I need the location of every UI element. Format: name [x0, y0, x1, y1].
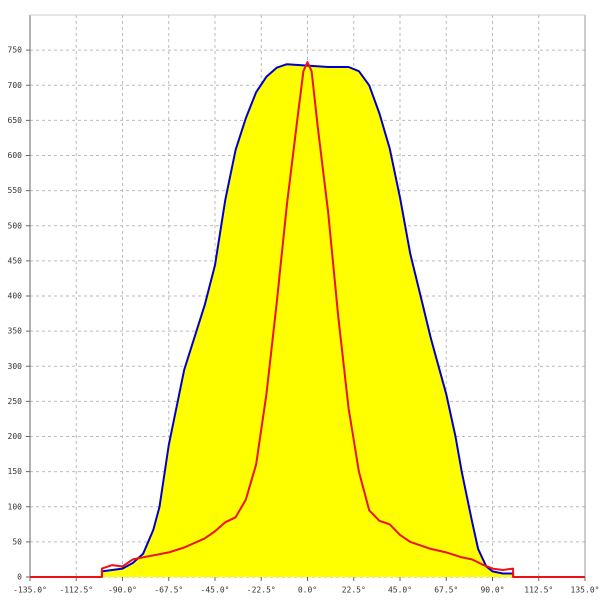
y-tick-label: 550 — [8, 186, 23, 195]
x-tick-label: -22.5° — [247, 586, 276, 595]
x-tick-label: -45.0° — [201, 586, 230, 595]
y-tick-label: 300 — [8, 362, 23, 371]
y-tick-label: 400 — [8, 292, 23, 301]
y-tick-label: 700 — [8, 81, 23, 90]
y-tick-label: 250 — [8, 397, 23, 406]
x-tick-label: 45.0° — [388, 586, 412, 595]
y-tick-label: 50 — [12, 537, 22, 546]
area — [101, 64, 514, 577]
line — [100, 63, 515, 577]
y-tick-label: 600 — [8, 151, 23, 160]
x-tick-label: 0.0° — [298, 586, 317, 595]
x-tick-label: -67.5° — [154, 586, 183, 595]
y-tick-label: 450 — [8, 256, 23, 265]
y-tick-label: 100 — [8, 502, 23, 511]
y-tick-label: 750 — [8, 46, 23, 55]
y-tick-label: 350 — [8, 327, 23, 336]
x-tick-label: -135.0° — [13, 586, 47, 595]
y-tick-label: 500 — [8, 221, 23, 230]
y-tick-label: 650 — [8, 116, 23, 125]
x-tick-label: 22.5° — [342, 586, 366, 595]
x-tick-label: 135.0° — [571, 586, 600, 595]
x-tick-label: 67.5° — [434, 586, 458, 595]
x-tick-label: 112.5° — [524, 586, 553, 595]
y-tick-label: 200 — [8, 432, 23, 441]
x-tick-label: -90.0° — [108, 586, 137, 595]
x-tick-label: -112.5° — [59, 586, 93, 595]
line — [30, 61, 585, 578]
y-tick-label: 0 — [17, 573, 22, 582]
x-tick-label: 90.0° — [480, 586, 504, 595]
y-tick-label: 150 — [8, 467, 23, 476]
